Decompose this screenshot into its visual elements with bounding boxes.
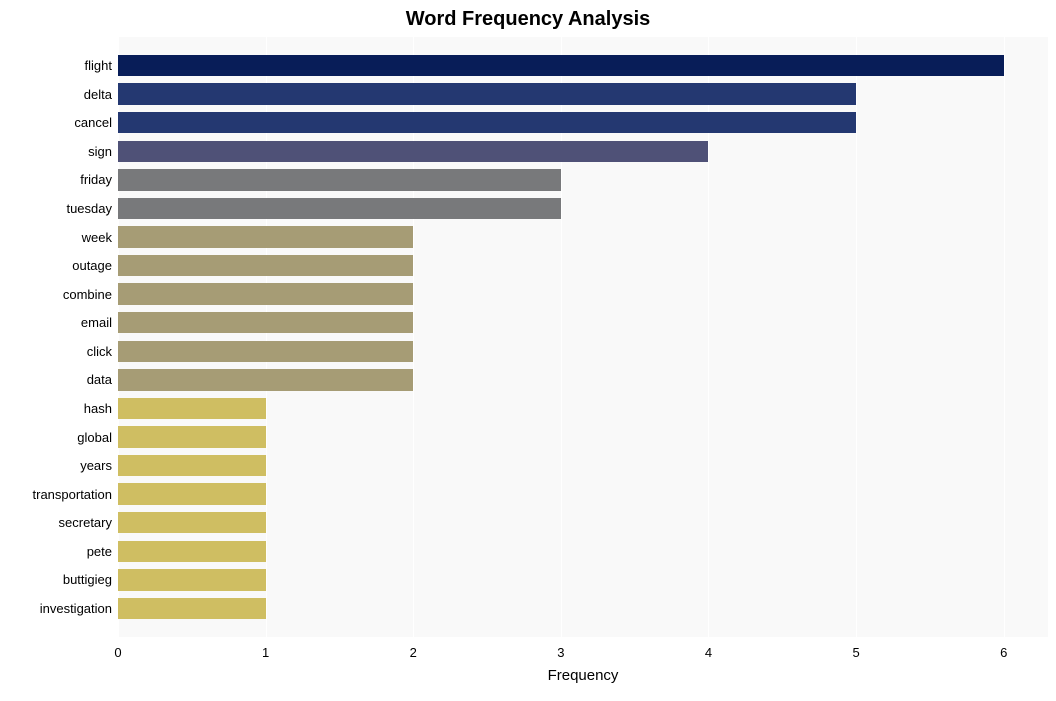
y-tick-label: delta [84, 87, 112, 102]
bar [118, 426, 266, 447]
x-tick-label: 3 [557, 645, 564, 660]
y-tick-label: data [87, 372, 112, 387]
y-tick-label: global [77, 430, 112, 445]
bar [118, 569, 266, 590]
bar [118, 112, 856, 133]
bar [118, 455, 266, 476]
bar [118, 312, 413, 333]
y-tick-label: pete [87, 544, 112, 559]
bar [118, 541, 266, 562]
y-tick-label: buttigieg [63, 572, 112, 587]
y-tick-label: email [81, 315, 112, 330]
bar [118, 141, 708, 162]
bar [118, 512, 266, 533]
y-tick-label: years [80, 458, 112, 473]
x-tick-label: 2 [410, 645, 417, 660]
y-tick-label: outage [72, 258, 112, 273]
chart-container: Word Frequency Analysis Frequency 0 1 2 3 4 5… [0, 0, 1056, 701]
bar [118, 255, 413, 276]
x-tick-label: 4 [705, 645, 712, 660]
bar [118, 283, 413, 304]
bar [118, 198, 561, 219]
y-tick-label: friday [80, 172, 112, 187]
x-tick-label: 6 [1000, 645, 1007, 660]
y-tick-label: combine [63, 287, 112, 302]
y-tick-label: week [82, 230, 112, 245]
plot-area [118, 37, 1048, 637]
bar [118, 598, 266, 619]
grid-line [1004, 37, 1005, 637]
bar [118, 483, 266, 504]
bar [118, 398, 266, 419]
y-tick-label: flight [85, 58, 112, 73]
x-axis-label: Frequency [118, 667, 1048, 684]
y-tick-label: tuesday [66, 201, 112, 216]
y-tick-label: secretary [59, 515, 112, 530]
grid-line [856, 37, 857, 637]
y-tick-label: hash [84, 401, 112, 416]
x-tick-label: 5 [852, 645, 859, 660]
bar [118, 55, 1004, 76]
bar [118, 369, 413, 390]
x-tick-label: 1 [262, 645, 269, 660]
x-tick-label: 0 [114, 645, 121, 660]
y-tick-label: investigation [40, 601, 112, 616]
bar [118, 169, 561, 190]
y-tick-label: sign [88, 144, 112, 159]
bar [118, 341, 413, 362]
chart-title: Word Frequency Analysis [0, 8, 1056, 31]
bar [118, 83, 856, 104]
y-tick-label: cancel [74, 115, 112, 130]
bar [118, 226, 413, 247]
y-tick-label: click [87, 344, 112, 359]
y-tick-label: transportation [33, 487, 113, 502]
